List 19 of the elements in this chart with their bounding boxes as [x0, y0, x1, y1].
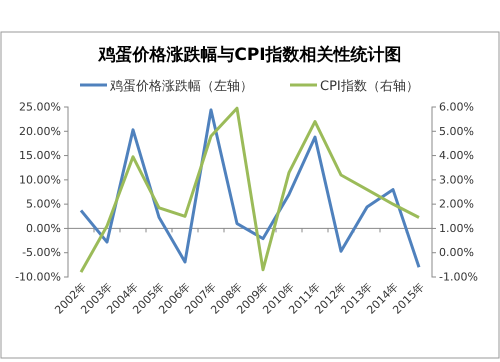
y-tick-label: 0.00%	[26, 222, 61, 235]
y2-tick-label: 3.00%	[439, 173, 474, 186]
y2-tick-label: 0.00%	[439, 246, 474, 260]
y2-tick-label: 6.00%	[439, 100, 474, 114]
legend-label: CPI指数（右轴）	[320, 79, 419, 94]
y2-tick-label: -1.00%	[439, 270, 478, 284]
legend-label: 鸡蛋价格涨跌幅（左轴）	[109, 79, 253, 94]
y2-tick-label: 1.00%	[439, 222, 474, 235]
y2-tick-label: 5.00%	[439, 124, 474, 138]
y2-tick-label: 4.00%	[439, 149, 474, 162]
y-tick-label: 20.00%	[19, 124, 61, 138]
y-tick-label: 10.00%	[19, 173, 61, 186]
y-tick-label: 25.00%	[19, 100, 61, 114]
y-tick-label: -10.00%	[15, 270, 61, 284]
y-tick-label: 5.00%	[26, 198, 61, 211]
y-tick-label: -5.00%	[22, 246, 61, 260]
chart-title: 鸡蛋价格涨跌幅与CPI指数相关性统计图	[97, 45, 402, 65]
y-tick-label: 15.00%	[19, 149, 61, 162]
y2-tick-label: 2.00%	[439, 198, 474, 211]
